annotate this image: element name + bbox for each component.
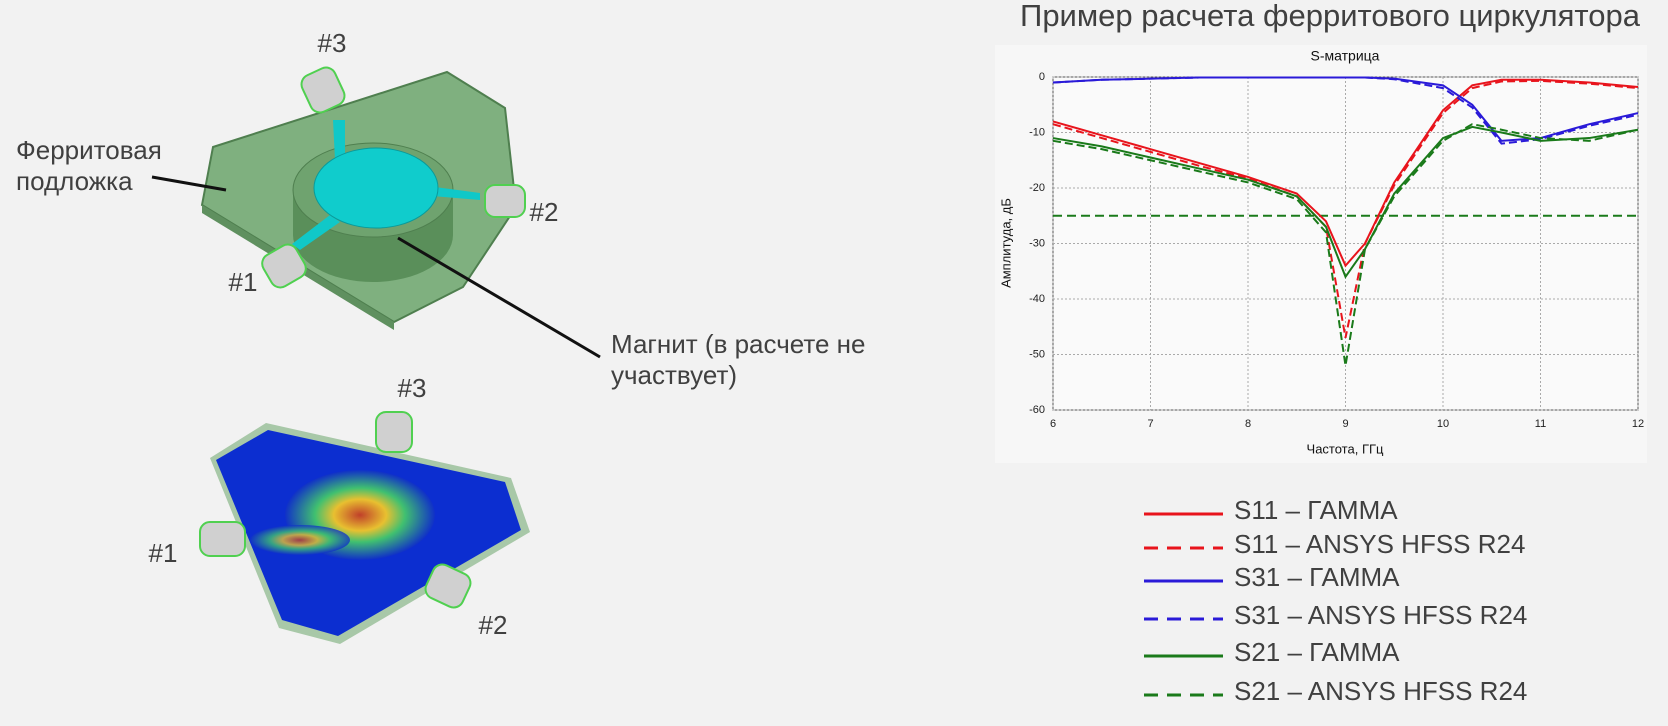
y-axis-label: Амплитуда, дБ <box>998 198 1013 288</box>
legend-label: S21 – ГАММА <box>1234 637 1400 667</box>
y-tick-label: -30 <box>1029 237 1045 249</box>
y-tick-label: -20 <box>1029 182 1045 194</box>
x-tick-label: 8 <box>1245 418 1251 430</box>
legend-label: S31 – ГАММА <box>1234 562 1400 592</box>
callout: участвует) <box>611 360 737 390</box>
port-label: #2 <box>530 197 559 227</box>
series-line <box>1052 79 1639 339</box>
legend-label: S21 – ANSYS HFSS R24 <box>1234 676 1527 706</box>
y-tick-label: -10 <box>1029 126 1045 138</box>
slide-title: Пример расчета ферритового циркулятора <box>1020 0 1641 33</box>
y-tick-label: -40 <box>1029 293 1045 305</box>
legend-label: S11 – ГАММА <box>1234 495 1398 525</box>
top-figure: #3 #2 #1 Ферритовая подложка Магнит (в р… <box>16 28 866 390</box>
y-tick-label: 0 <box>1039 71 1045 83</box>
callout: подложка <box>16 166 133 196</box>
x-axis-label: Частота, ГГц <box>1307 441 1384 456</box>
x-tick-label: 7 <box>1147 418 1153 430</box>
legend-label: S31 – ANSYS HFSS R24 <box>1234 600 1527 630</box>
y-tick-label: -50 <box>1029 348 1045 360</box>
port-label: #3 <box>318 28 347 58</box>
series-line <box>1052 78 1639 268</box>
x-tick-label: 10 <box>1437 418 1449 430</box>
series-line <box>1052 76 1639 145</box>
chart-title: S-матрица <box>1311 48 1380 64</box>
series-line <box>1052 125 1639 279</box>
series-line <box>1052 123 1639 366</box>
port-label: #2 <box>479 610 508 640</box>
y-tick-label: -60 <box>1029 404 1045 416</box>
x-tick-label: 12 <box>1632 418 1644 430</box>
x-tick-label: 9 <box>1342 418 1348 430</box>
port-label: #3 <box>398 373 427 403</box>
callout: Ферритовая <box>16 135 162 165</box>
x-tick-label: 6 <box>1050 418 1056 430</box>
x-tick-label: 11 <box>1535 418 1546 430</box>
port-label: #1 <box>229 267 258 297</box>
port-label: #1 <box>149 538 178 568</box>
plot: 0 -10 -20 -30 -40 -50 -60 6 7 8 9 10 11 12 <box>1029 71 1644 430</box>
legend-label: S11 – ANSYS HFSS R24 <box>1234 529 1525 559</box>
callout: Магнит (в расчете не <box>611 329 866 359</box>
bottom-figure: #3 #1 #2 <box>149 373 530 644</box>
